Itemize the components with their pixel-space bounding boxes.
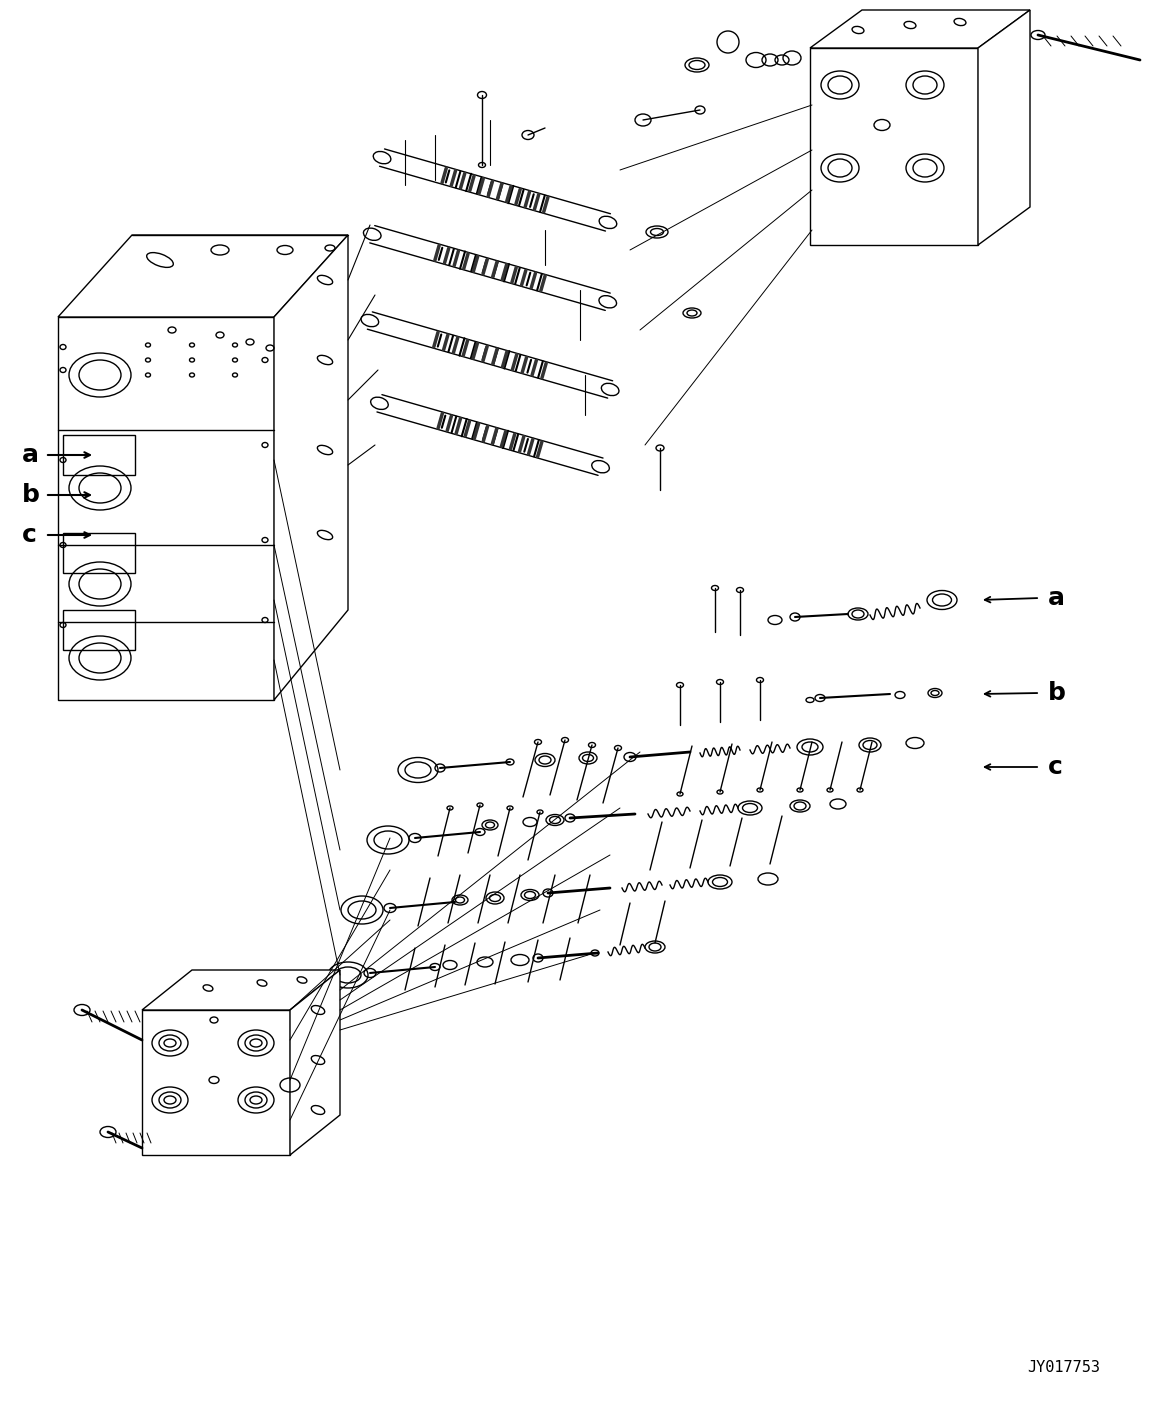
Text: b: b — [22, 483, 40, 507]
Ellipse shape — [718, 31, 739, 53]
Polygon shape — [809, 10, 1030, 48]
Polygon shape — [274, 235, 348, 700]
Polygon shape — [978, 10, 1030, 244]
Polygon shape — [142, 1010, 290, 1155]
Text: b: b — [1048, 681, 1065, 705]
Text: c: c — [1048, 754, 1063, 778]
Polygon shape — [809, 48, 978, 244]
Text: c: c — [22, 523, 37, 547]
Polygon shape — [290, 969, 340, 1155]
Polygon shape — [58, 235, 348, 318]
Text: a: a — [22, 443, 40, 466]
Text: a: a — [1048, 586, 1065, 610]
Text: JY017753: JY017753 — [1027, 1360, 1100, 1375]
Polygon shape — [142, 969, 340, 1010]
Polygon shape — [58, 318, 274, 700]
